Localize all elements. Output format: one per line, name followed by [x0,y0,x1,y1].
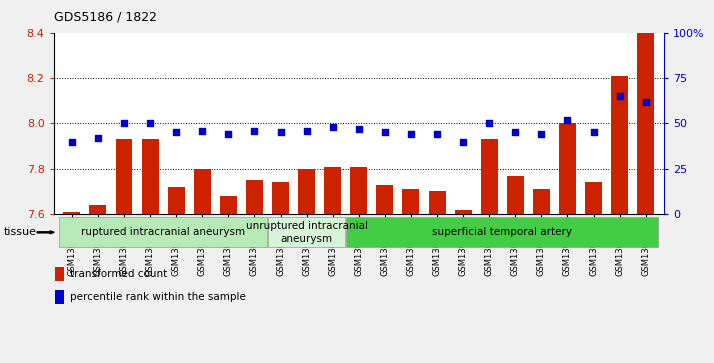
Point [640,99,651,105]
Bar [168,187,185,214]
Point [431,131,443,137]
Text: percentile rank within the sample: percentile rank within the sample [69,292,246,302]
Bar [403,189,419,214]
FancyBboxPatch shape [346,217,658,247]
Bar [55,266,64,281]
Bar [220,196,237,214]
Bar [272,182,289,214]
Bar [559,123,576,214]
Bar [351,167,367,214]
Bar [428,191,446,214]
Bar [376,185,393,214]
Point [406,131,417,137]
Bar [533,189,550,214]
Point [510,130,521,135]
Point [196,128,208,134]
Point [275,130,286,135]
Text: GDS5186 / 1822: GDS5186 / 1822 [54,11,156,24]
Bar [141,139,159,214]
Point [119,121,130,126]
Point [614,93,625,99]
Point [536,131,547,137]
Point [483,121,495,126]
Bar [324,167,341,214]
Point [562,117,573,123]
Point [248,128,260,134]
Bar [116,139,133,214]
Point [353,126,365,132]
Bar [298,169,315,214]
Point [66,139,78,144]
Point [144,121,156,126]
Bar [585,182,602,214]
Point [588,130,599,135]
Bar [611,76,628,214]
Text: superficial temporal artery: superficial temporal artery [432,227,573,237]
Bar [455,209,472,214]
Bar [193,169,211,214]
Point [379,130,391,135]
Text: transformed count: transformed count [69,269,167,279]
Point [327,124,338,130]
Bar [55,290,64,304]
Bar [507,176,524,214]
Bar [89,205,106,214]
Bar [481,139,498,214]
Bar [246,180,263,214]
Point [92,135,104,141]
Point [223,131,234,137]
Text: tissue: tissue [4,227,36,237]
FancyBboxPatch shape [59,217,267,247]
Point [458,139,469,144]
Text: ruptured intracranial aneurysm: ruptured intracranial aneurysm [81,227,245,237]
Bar [64,212,80,214]
Text: unruptured intracranial
aneurysm: unruptured intracranial aneurysm [246,221,368,244]
Point [301,128,312,134]
FancyBboxPatch shape [268,217,346,247]
Point [171,130,182,135]
Bar [638,33,654,214]
